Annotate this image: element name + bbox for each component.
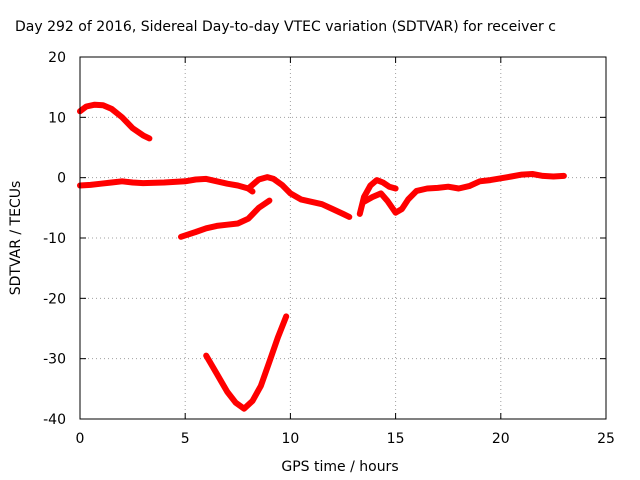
y-tick-label: -40	[43, 412, 66, 428]
series-arc-4	[245, 174, 353, 220]
y-tick-label: 20	[48, 50, 66, 66]
y-tick-label: -10	[43, 231, 66, 247]
data-series	[77, 101, 567, 412]
x-tick-label: 0	[76, 431, 85, 447]
series-arc-5	[203, 313, 290, 412]
y-tick-label: -30	[43, 352, 66, 368]
plot-frame	[79, 56, 607, 420]
y-tick-label: 0	[57, 171, 66, 187]
x-tick-label: 20	[492, 431, 510, 447]
x-axis-label: GPS time / hours	[281, 459, 398, 475]
y-axis-label: SDTVAR / TECUs	[8, 181, 24, 296]
x-tick-label: 25	[597, 431, 615, 447]
chart-title: Day 292 of 2016, Sidereal Day-to-day VTE…	[15, 19, 556, 35]
x-tick-label: 10	[281, 431, 299, 447]
y-tick-label: 10	[48, 110, 66, 126]
series-arc-1	[77, 101, 153, 142]
grid	[80, 57, 606, 419]
series-arc-6	[356, 177, 399, 217]
y-tick-label: -20	[43, 291, 66, 307]
series-arc-2	[77, 175, 256, 195]
series-arc-3	[178, 197, 273, 240]
series-arc-7	[361, 171, 567, 216]
x-tick-label: 5	[181, 431, 190, 447]
axis-ticks: 0 5 10 15 20 25 -40 -30 -20 -10 0 10 20	[43, 50, 615, 447]
x-tick-label: 15	[387, 431, 405, 447]
